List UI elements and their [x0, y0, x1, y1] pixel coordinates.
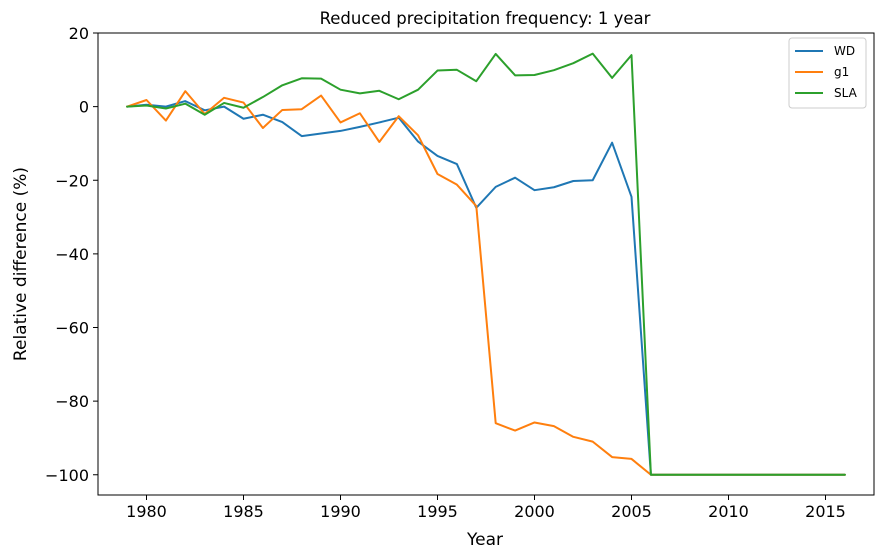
- y-axis-title: Relative difference (%): [11, 167, 31, 361]
- plot-frame: [97, 32, 875, 496]
- y-tick-label: −60: [55, 319, 89, 338]
- y-tick-label: −20: [55, 171, 89, 190]
- legend-label-sla: SLA: [834, 86, 858, 100]
- x-tick-label: 1985: [223, 502, 264, 521]
- x-tick-label: 2015: [805, 502, 846, 521]
- series-line-g1: [126, 90, 846, 476]
- x-axis: 1980 1985 1990 1995 2000 2005 2010 2015: [126, 495, 846, 521]
- y-tick-label: −80: [55, 392, 89, 411]
- x-tick-label: 1990: [320, 502, 361, 521]
- x-tick-label: 2010: [708, 502, 749, 521]
- y-tick-label: −100: [45, 466, 89, 485]
- legend-label-g1: g1: [834, 65, 849, 79]
- x-tick-label: 2005: [611, 502, 652, 521]
- legend: WD g1 SLA: [788, 37, 867, 109]
- legend-label-wd: WD: [834, 44, 855, 58]
- series-line-sla: [126, 52, 846, 476]
- y-axis: 20 0 −20 −40 −60 −80 −100: [45, 24, 98, 485]
- y-tick-label: 0: [79, 98, 89, 117]
- legend-box: [788, 37, 867, 109]
- y-tick-label: −40: [55, 245, 89, 264]
- plot-lines: [126, 52, 846, 476]
- x-tick-label: 1995: [417, 502, 458, 521]
- series-line-wd: [126, 100, 846, 476]
- x-axis-title: Year: [466, 530, 503, 550]
- x-tick-label: 1980: [126, 502, 167, 521]
- y-tick-label: 20: [69, 24, 89, 43]
- chart-title: Reduced precipitation frequency: 1 year: [320, 9, 651, 28]
- x-tick-label: 2000: [514, 502, 555, 521]
